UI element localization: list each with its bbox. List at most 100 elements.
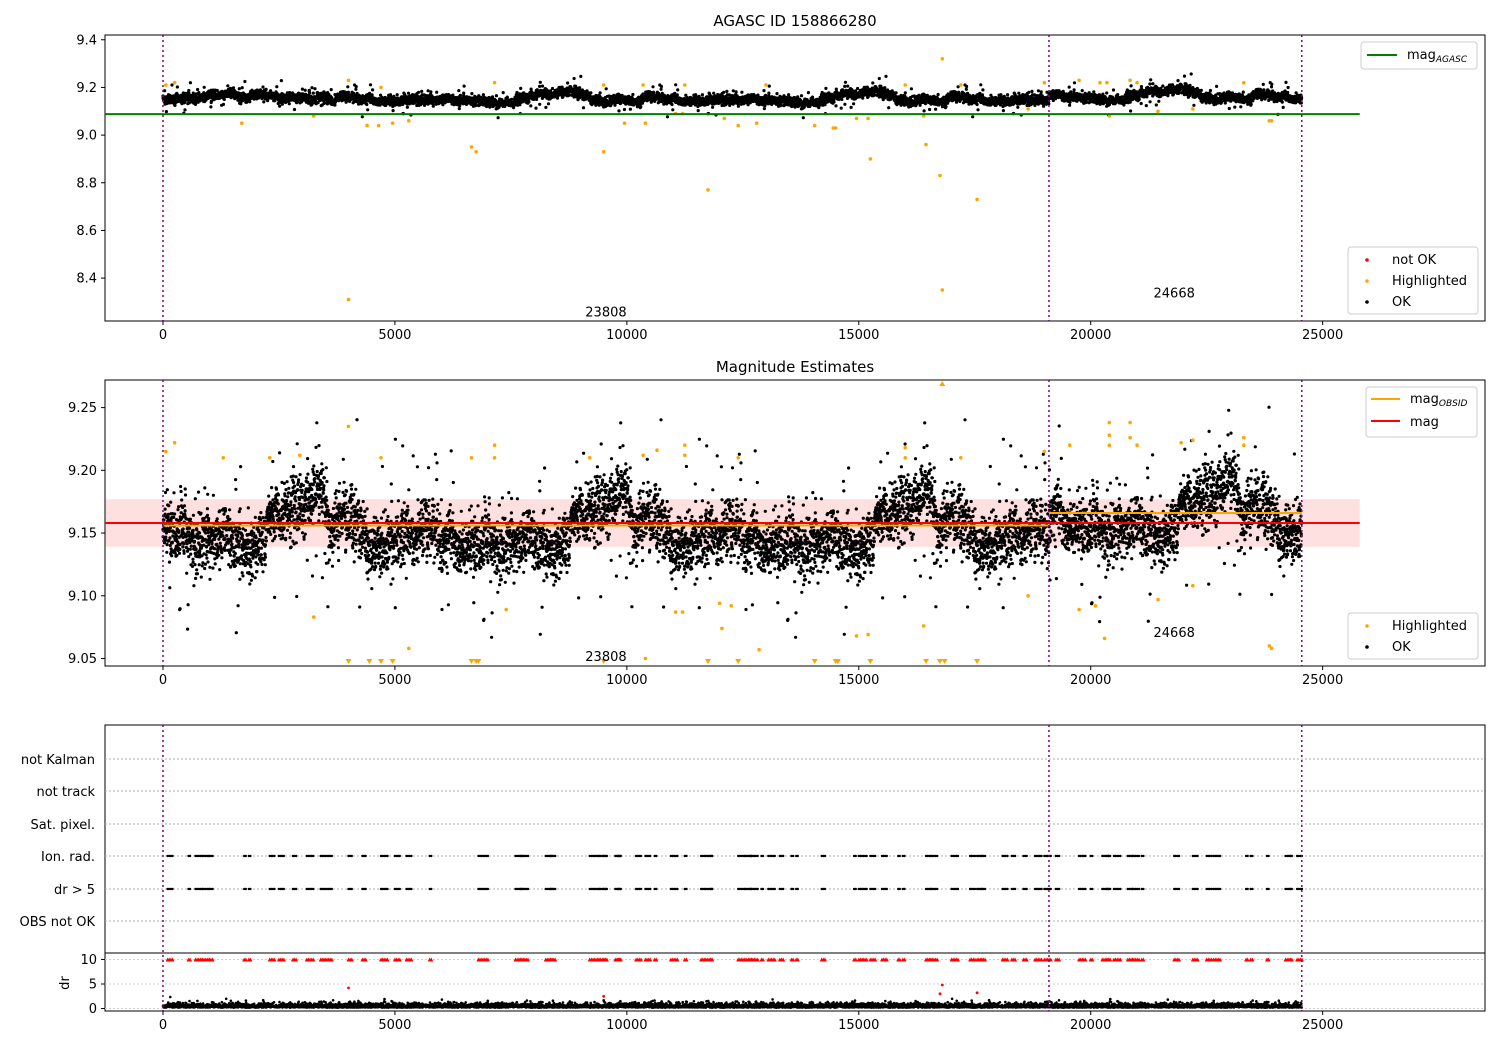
ok-point <box>578 86 582 90</box>
ok-point <box>806 91 811 95</box>
ok-point <box>884 74 888 78</box>
ok-point <box>544 105 548 109</box>
ok-point <box>799 94 804 98</box>
ok-point <box>262 100 266 104</box>
ok-point <box>187 88 191 93</box>
ok-point <box>309 94 313 98</box>
ok-point <box>226 84 230 88</box>
ok-point <box>762 107 767 111</box>
ok-point <box>193 102 198 106</box>
ok-point <box>877 76 881 81</box>
ok-point <box>420 89 424 93</box>
ok-point <box>264 87 268 91</box>
ok-point <box>300 87 304 91</box>
ok-point <box>540 84 545 88</box>
ok-point <box>628 107 633 111</box>
ok-point <box>173 103 177 107</box>
ok-point <box>840 97 844 101</box>
ok-point <box>734 90 738 94</box>
ok-point <box>275 85 279 89</box>
ok-point <box>175 85 179 89</box>
ok-point <box>852 102 856 106</box>
ok-point <box>832 100 836 104</box>
ok-point <box>196 87 200 92</box>
ok-point <box>670 102 674 107</box>
ok-point <box>546 102 551 106</box>
ok-point <box>894 91 898 95</box>
agasc-magnitude-panel: 0 5000 10000 15000 20000 25000 8.48.68.89.09.… <box>76 12 1486 343</box>
ok-point <box>457 107 461 111</box>
ok-point <box>280 102 284 106</box>
ok-point <box>462 84 466 88</box>
ok-point <box>222 97 226 101</box>
ok-point <box>659 87 663 91</box>
ok-point <box>763 104 767 108</box>
ok-point <box>292 107 297 112</box>
ok-point <box>604 87 608 91</box>
ok-point <box>181 91 185 95</box>
ok-point <box>496 116 500 120</box>
ok-point <box>843 80 848 84</box>
ok-point <box>843 102 847 106</box>
ok-point <box>391 109 395 113</box>
ok-point <box>250 96 254 100</box>
ok-point <box>505 95 509 99</box>
ok-point <box>529 104 533 108</box>
ok-point <box>183 108 187 112</box>
ok-point <box>426 89 430 93</box>
ok-points <box>161 72 1304 120</box>
ok-point <box>659 84 664 89</box>
ok-point <box>295 100 300 104</box>
ok-point <box>243 79 247 84</box>
ok-point <box>308 91 312 95</box>
ok-point <box>762 89 766 93</box>
ok-point <box>237 87 241 91</box>
ok-point <box>462 91 466 95</box>
ok-point <box>310 86 314 90</box>
ok-point <box>676 88 680 92</box>
ok-point <box>731 89 735 93</box>
ok-point <box>887 106 891 110</box>
ok-point <box>598 91 602 95</box>
ok-point <box>849 105 853 109</box>
ok-point <box>435 90 439 94</box>
ok-point <box>793 105 797 109</box>
ok-point <box>354 87 358 91</box>
ok-point <box>801 116 805 120</box>
ok-point <box>405 105 409 109</box>
ok-point <box>651 85 655 89</box>
ok-point <box>810 95 815 99</box>
ok-point <box>566 81 570 85</box>
ok-point <box>266 99 270 103</box>
ok-point <box>538 102 542 106</box>
ok-point <box>501 91 505 95</box>
ok-point <box>871 81 875 85</box>
ok-point <box>311 91 315 95</box>
ok-point <box>329 88 333 92</box>
ok-point <box>366 108 370 112</box>
ok-point <box>883 86 887 90</box>
ok-point <box>215 88 219 93</box>
ok-point <box>458 104 462 108</box>
ok-point <box>368 83 373 87</box>
ok-point <box>371 88 375 92</box>
ok-point <box>470 92 474 96</box>
ok-point <box>240 86 244 90</box>
ok-point <box>278 104 282 108</box>
ok-point <box>622 107 627 112</box>
ok-point <box>417 90 421 94</box>
ok-point <box>231 86 236 90</box>
ok-point <box>307 88 311 92</box>
ok-point <box>767 84 771 88</box>
ok-point <box>457 89 461 93</box>
ok-point <box>764 93 768 97</box>
ok-point <box>534 106 538 110</box>
ok-point <box>346 85 350 89</box>
ok-point <box>303 88 307 92</box>
ok-point <box>824 86 828 90</box>
ok-point <box>431 104 435 108</box>
ok-point <box>354 85 358 89</box>
ok-point <box>538 84 542 88</box>
ok-point <box>273 99 277 103</box>
